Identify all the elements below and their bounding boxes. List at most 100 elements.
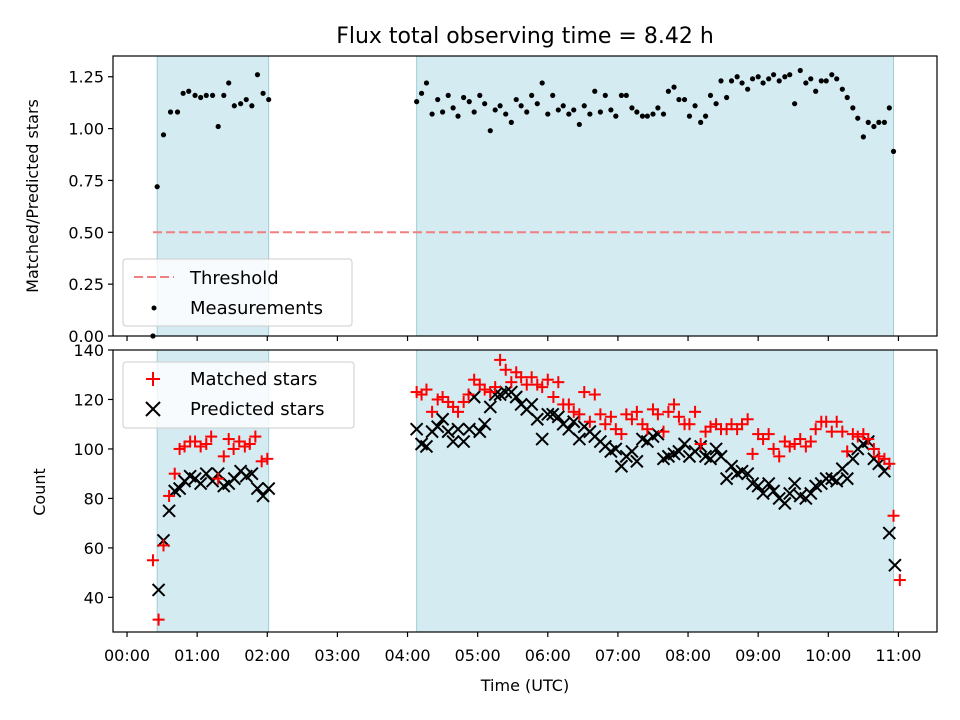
measurement-point [623,92,629,99]
measurement-point [755,74,761,80]
measurement-point [665,88,672,94]
measurement-point [209,92,216,99]
measurement-point [524,109,530,115]
matched-star-point [689,405,702,418]
measurement-point [192,92,198,99]
predicted-star-point [435,412,450,426]
measurement-point [813,88,819,94]
matched-star-point [515,371,528,384]
matched-star-point [694,438,707,450]
predicted-star-point [804,486,818,501]
predicted-star-point [562,422,576,436]
measurement-point [254,72,261,78]
top-shaded-spans [156,55,895,337]
predicted-star-point [451,422,465,436]
top-y-tick-label: 1.25 [68,68,104,87]
measurement-point [461,94,467,101]
measurement-point [702,113,709,119]
matched-star-point [872,450,885,463]
measurement-point [545,111,551,117]
bottom-y-axis: 40 60 80 100 120 140 [73,341,113,607]
measurement-point [534,101,540,107]
matched-star-point [146,554,159,567]
top-legend[interactable]: Threshold Measurements [122,258,353,327]
predicted-star-point [724,459,739,473]
measurement-point [608,107,614,113]
measurement-point [221,92,227,99]
measurement-point [676,96,682,103]
measurement-point [482,101,488,107]
measurement-point [492,107,498,113]
predicted-star-point [766,484,781,498]
predicted-star-point [756,486,770,501]
measurement-point [487,128,493,134]
measurement-point [760,80,766,86]
matched-star-point [841,445,854,458]
matched-star-point [804,435,817,448]
measurement-point [550,92,556,99]
measurement-point [587,111,593,117]
predicted-star-point [719,471,734,486]
measurement-point [167,109,174,115]
top-y-tick-label: 0.75 [68,171,104,190]
matched-star-point [588,388,601,401]
measurement-point [260,90,266,96]
predicted-star-point [625,444,639,459]
predicted-star-point [609,442,623,456]
matched-star-point [457,395,470,408]
bottom-legend[interactable]: Matched stars Predicted stars [122,361,355,429]
matched-star-point [820,415,833,428]
bottom-panel: 40 60 80 100 120 140 00:00 01:00 02:00 03:00 04:0… [30,341,938,695]
matched-star-point [212,472,225,485]
measurement-point [555,107,561,113]
predicted-star-point [456,434,471,449]
measurement-point [855,115,861,121]
measurement-point [886,105,892,111]
chart-title: Flux total observing time = 8.42 h [336,24,714,49]
measurement-point [707,92,714,99]
measurement-point [734,74,740,80]
measurement-point [571,107,577,113]
matched-star-point [217,450,230,463]
matched-star-point [420,383,433,396]
x-tick-label: 04:00 [384,646,430,665]
matched-star-point [462,388,475,401]
bottom-y-tick-label: 60 [84,539,104,558]
measurement-point [724,94,730,101]
x-tick-label: 06:00 [525,646,571,665]
predicted-star-point [245,466,259,481]
matched-star-point [452,405,465,418]
matched-star-point [599,418,612,431]
measurement-point [797,67,803,74]
measurement-point [423,80,430,86]
matched-star-point [851,430,864,443]
x-tick-label: 08:00 [665,646,711,665]
measurement-point [644,113,650,119]
matched-star-point [578,386,591,399]
bottom-y-tick-label: 120 [73,390,104,409]
measurement-point [829,72,835,78]
predicted-star-point [783,486,797,501]
predicted-star-point [467,390,481,404]
measurement-point [529,92,535,99]
predicted-star-point [567,415,581,429]
measurement-point [560,103,566,109]
predicted-star-point [256,489,270,503]
matched-star-point [194,440,207,453]
measurement-point [435,96,441,103]
top-y-axis-label: Matched/Predicted stars [23,99,42,293]
measurement-point [180,90,186,96]
bottom-y-axis-label: Count [30,468,49,516]
measurement-point [655,105,661,111]
measurement-point [581,103,587,109]
matched-star-point [200,438,213,450]
measurement-point [692,103,698,109]
matched-star-point [547,391,560,403]
matched-star-point [830,415,843,428]
top-panel: 0.00 0.25 0.50 0.75 1.00 1.25 Matched/Predict… [23,55,938,346]
measurement-point [513,96,519,103]
predicted-star-point [430,419,445,434]
measurement-point [231,103,237,109]
predicted-star-point [840,471,854,486]
matched-star-point [836,425,849,438]
